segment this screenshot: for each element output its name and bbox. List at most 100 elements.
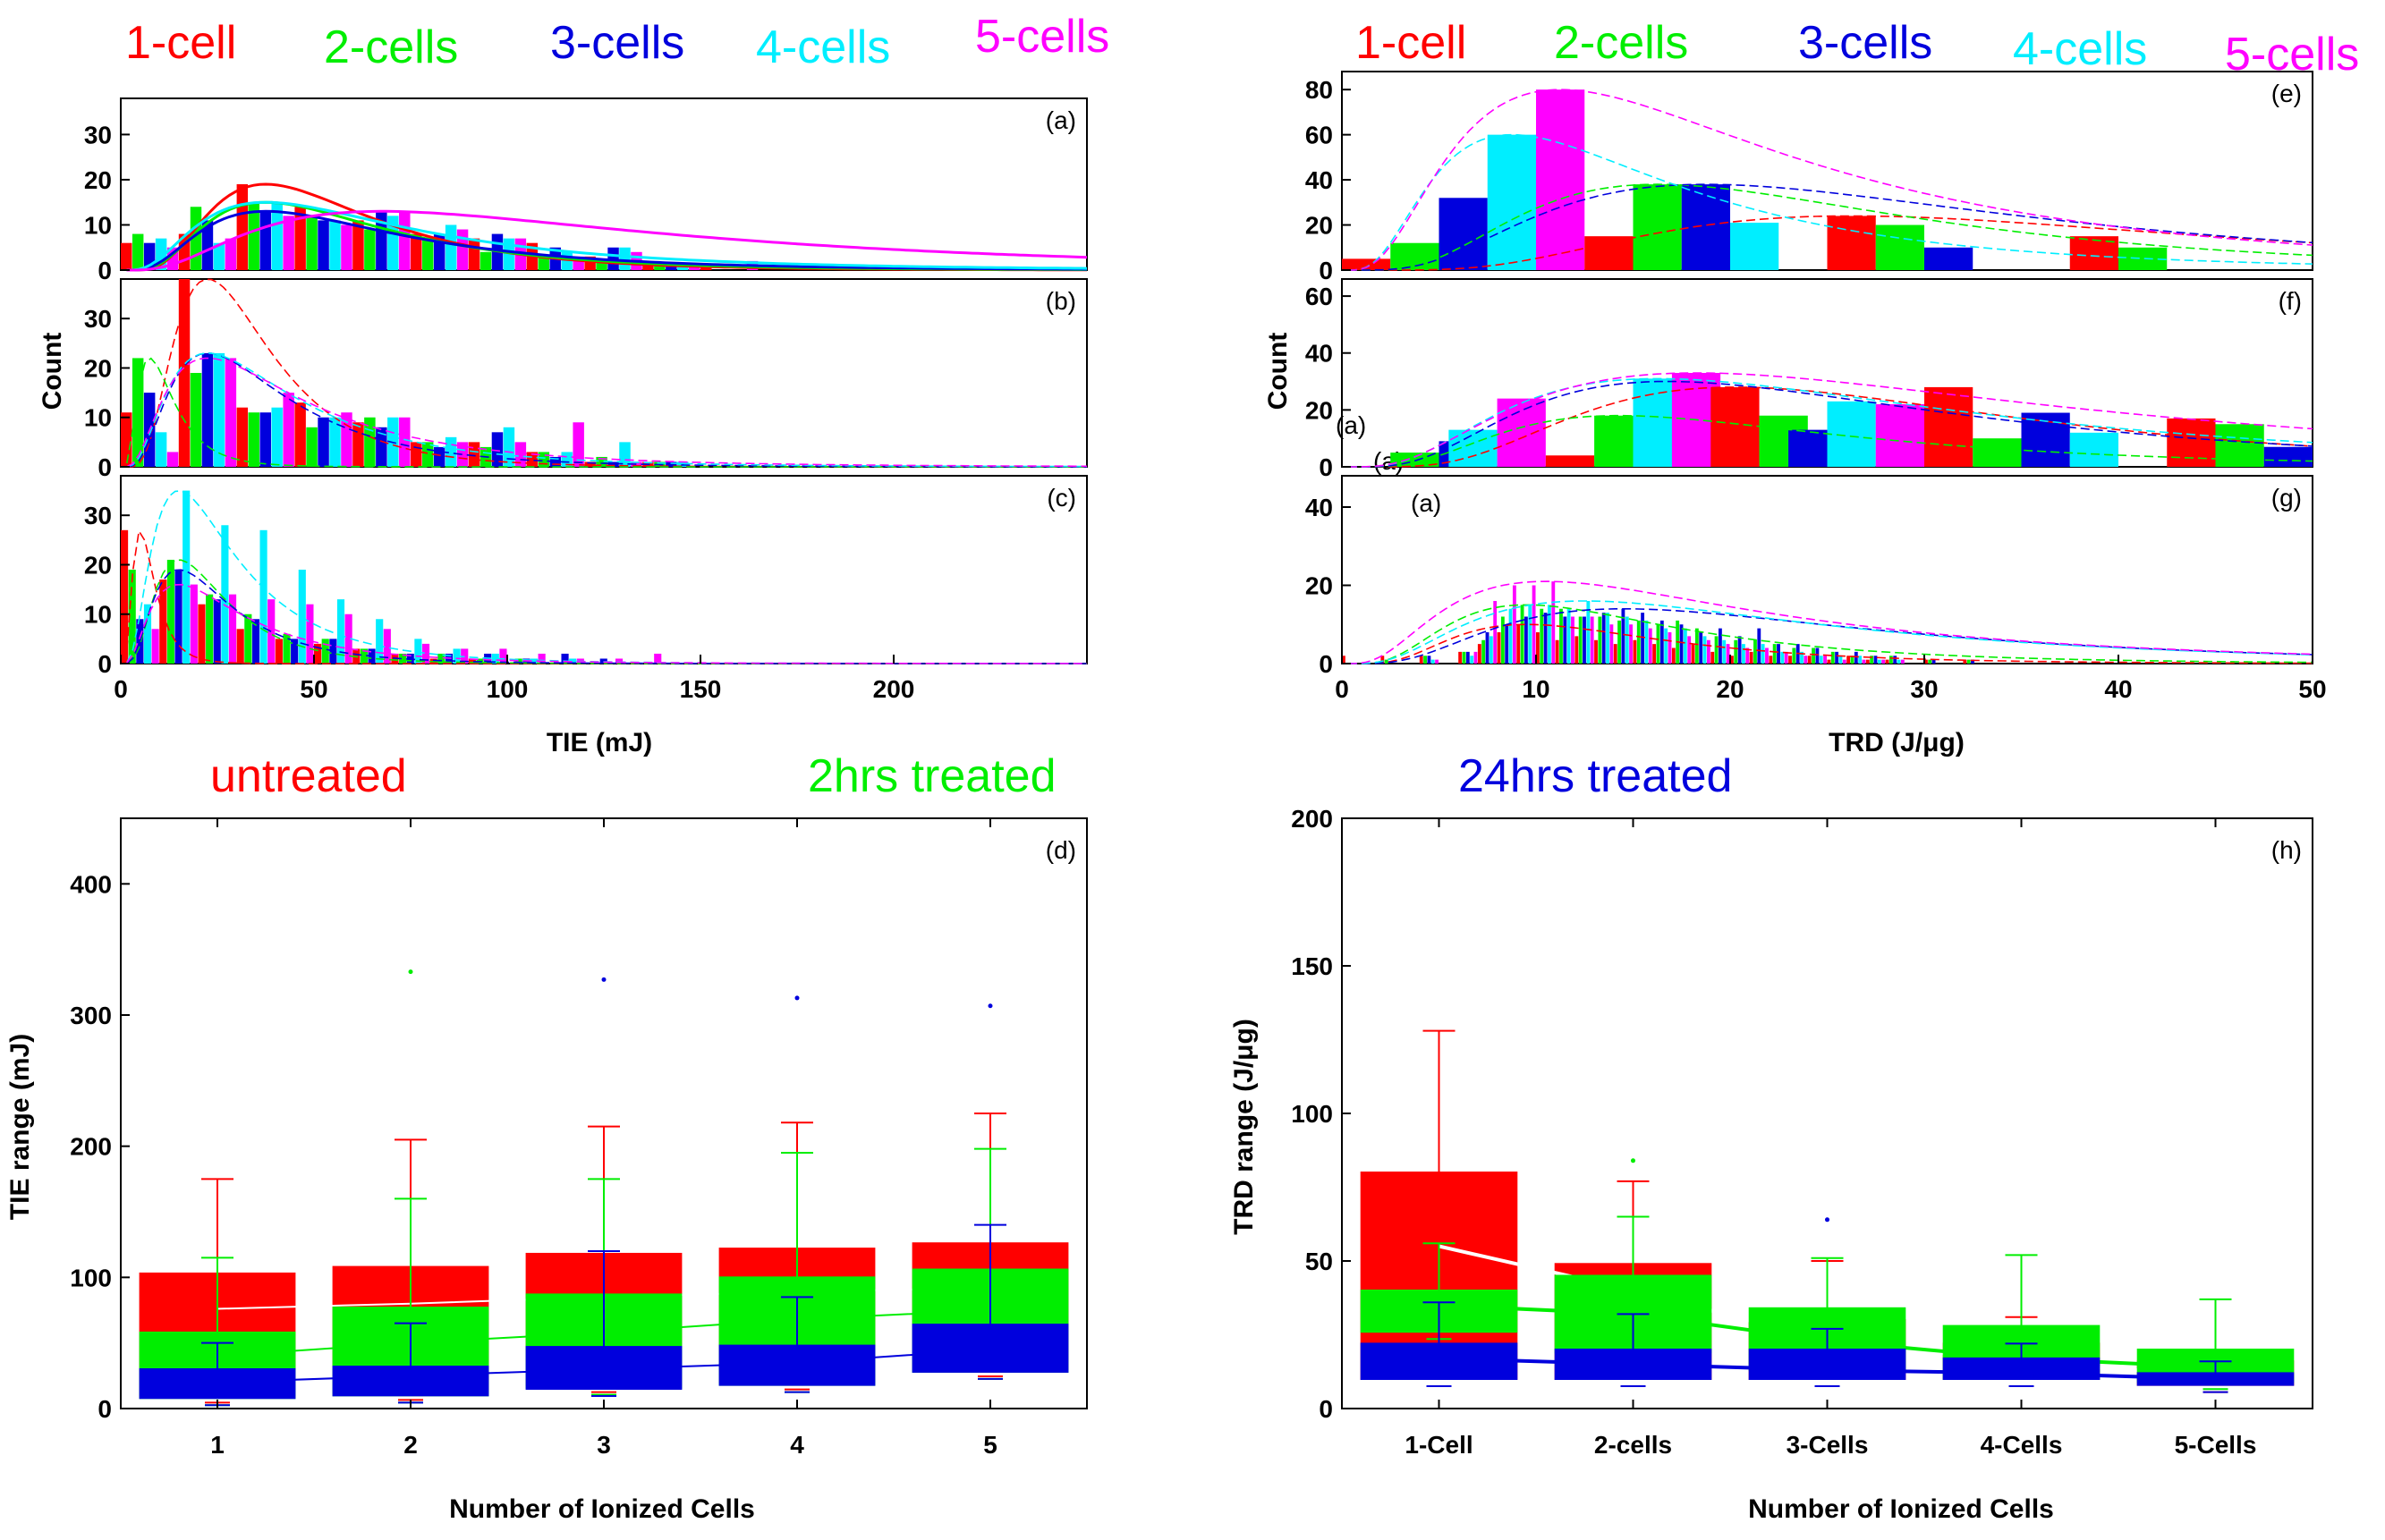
y-tick-label: 0 (98, 650, 112, 678)
y-tick-label: 20 (1305, 572, 1333, 600)
x-tick-label: 50 (300, 675, 327, 703)
legend-5cells-left: 5-cells (975, 11, 1109, 63)
bar (182, 490, 191, 664)
bar (1928, 659, 1932, 664)
bar (1850, 656, 1855, 664)
outlier (408, 969, 413, 975)
bar (318, 417, 329, 467)
bar (1827, 659, 1831, 664)
y-tick-label: 0 (1319, 1395, 1333, 1423)
bar (128, 570, 136, 664)
bar (414, 639, 422, 664)
bar (248, 202, 260, 270)
bar (1500, 616, 1505, 664)
y-tick-label: 0 (1319, 650, 1333, 678)
bar (1493, 601, 1498, 664)
bar (1563, 616, 1567, 664)
bar (221, 525, 229, 664)
legend-untreated: untreated (210, 750, 407, 802)
bar (1548, 605, 1551, 664)
y-tick-label: 10 (84, 601, 112, 629)
bar (411, 233, 422, 270)
x-tick-label: 10 (1522, 675, 1549, 703)
y-tick-label: 20 (84, 551, 112, 579)
bar (1710, 386, 1760, 467)
bar (596, 260, 607, 270)
bar (1487, 134, 1536, 270)
x-tick-label: 40 (2104, 675, 2132, 703)
bar (1694, 628, 1699, 664)
bar (1574, 636, 1579, 664)
x-tick-label: 4-Cells (1981, 1431, 2063, 1459)
y-tick-label: 0 (1319, 257, 1333, 284)
legend-5cells-right: 5-cells (2225, 29, 2359, 80)
bar (1966, 659, 1971, 664)
bar (1706, 639, 1710, 664)
bar (596, 456, 607, 467)
bar (1681, 184, 1730, 270)
bar (352, 422, 364, 467)
legend-1cell-left: 1-cell (125, 17, 236, 69)
fit-curve (126, 278, 1087, 468)
x-tick-label: 200 (873, 675, 915, 703)
box-panel-d: 0 100 200 300 400 1 2 3 4 5 (d) (70, 817, 1088, 1459)
outlier (794, 995, 800, 1001)
bar (364, 229, 376, 270)
y-tick-label: 200 (70, 1133, 112, 1161)
y-tick-label: 400 (70, 870, 112, 898)
bar (1633, 639, 1637, 664)
bar (1780, 651, 1785, 664)
y-tick-label: 60 (1305, 283, 1333, 310)
bar (1963, 659, 1967, 664)
panel-label: (a) (1046, 106, 1076, 134)
y-tick-label: 30 (84, 305, 112, 333)
bar (271, 202, 283, 270)
bar (1629, 624, 1633, 664)
bar (344, 613, 352, 664)
bar (1594, 639, 1598, 664)
fit-curve (126, 200, 1088, 272)
bar (1924, 659, 1928, 664)
bar (1726, 644, 1730, 664)
bar (1671, 647, 1676, 664)
fit-curve (126, 357, 1087, 468)
bar (530, 658, 539, 664)
bar (1636, 620, 1641, 664)
x-tick-label: 0 (114, 675, 128, 703)
bar (1777, 644, 1780, 664)
mean-line (1439, 1356, 2216, 1381)
box-panel-h: 0 50 100 150 200 1-Cell 2-cells 3-Cells 4-Cells 5… (1291, 805, 2313, 1459)
bar (151, 629, 159, 664)
bar (399, 211, 411, 270)
x-tick-label: 150 (680, 675, 722, 703)
bar (1714, 636, 1719, 664)
xlabel-tie: TIE (mJ) (547, 728, 652, 757)
bar (1536, 89, 1585, 270)
fit-curve (1347, 133, 2313, 271)
bar (561, 653, 569, 664)
bar (1881, 659, 1886, 664)
y-tick-label: 20 (1305, 212, 1333, 240)
bar (1633, 184, 1682, 270)
bar (1900, 659, 1905, 664)
fit-curve (1347, 183, 2313, 271)
fit-curve (126, 209, 1088, 272)
bar (376, 619, 384, 664)
y-tick-label: 40 (1305, 340, 1333, 368)
x-tick-label: 1 (210, 1431, 225, 1459)
bar (121, 412, 132, 467)
bar (321, 639, 329, 664)
xlabel-trd: TRD (J/μg) (1829, 728, 1965, 757)
bar (1664, 628, 1668, 664)
bar (1815, 647, 1820, 664)
bar (1586, 601, 1591, 664)
y-tick-label: 0 (98, 1395, 112, 1423)
bar (1931, 659, 1936, 664)
bar (213, 242, 225, 270)
bar (1601, 613, 1606, 664)
bar (267, 599, 276, 664)
bar (283, 393, 294, 467)
bar (445, 224, 457, 270)
bar (1590, 616, 1594, 664)
y-tick-label: 200 (1291, 805, 1333, 833)
